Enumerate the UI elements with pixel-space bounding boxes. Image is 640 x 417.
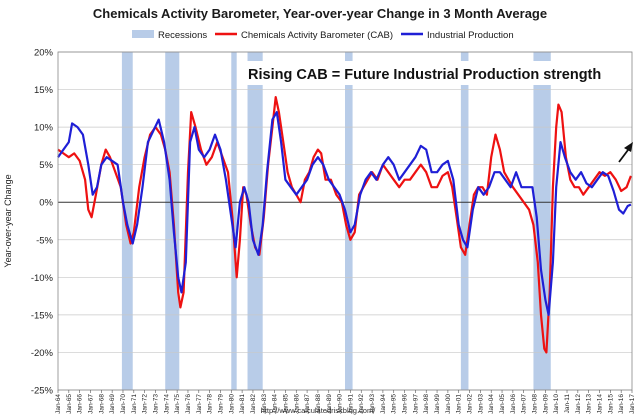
x-tick-label: Jan-93 bbox=[369, 394, 376, 414]
x-tick-label: Jan-89 bbox=[326, 394, 333, 414]
annotation-text: Rising CAB = Future Industrial Productio… bbox=[248, 67, 601, 83]
x-tick-label: Jan-94 bbox=[380, 394, 387, 414]
x-tick-label: Jan-02 bbox=[467, 394, 474, 414]
x-tick-label: Jan-15 bbox=[607, 394, 614, 414]
y-tick-label: -20% bbox=[31, 348, 54, 359]
x-tick-label: Jan-17 bbox=[629, 394, 636, 414]
legend: Recessions Chemicals Activity Barometer … bbox=[132, 30, 514, 41]
recession-band-5 bbox=[460, 52, 469, 390]
x-tick-label: Jan-87 bbox=[304, 394, 311, 414]
x-tick-label: Jan-68 bbox=[98, 394, 105, 414]
y-tick-label: 10% bbox=[34, 123, 54, 134]
x-tick-label: Jan-09 bbox=[542, 394, 549, 414]
x-tick-label: Jan-14 bbox=[597, 394, 604, 414]
x-axis-ticks: Jan-64 Jan-65 Jan-66 Jan-67 Jan-68 Jan-69 Jan-… bbox=[55, 390, 636, 414]
legend-label-recessions: Recessions bbox=[158, 30, 207, 41]
x-tick-label: Jan-75 bbox=[174, 394, 181, 414]
x-tick-label: Jan-81 bbox=[239, 394, 246, 414]
x-tick-label: Jan-67 bbox=[87, 394, 94, 414]
legend-label-ip: Industrial Production bbox=[427, 30, 514, 41]
trend-arrow bbox=[618, 142, 633, 163]
x-tick-label: Jan-96 bbox=[402, 394, 409, 414]
x-tick-label: Jan-90 bbox=[337, 394, 344, 414]
x-tick-label: Jan-77 bbox=[196, 394, 203, 414]
x-tick-label: Jan-69 bbox=[109, 394, 116, 414]
x-tick-label: Jan-07 bbox=[521, 394, 528, 414]
y-tick-label: -25% bbox=[31, 386, 54, 397]
x-tick-label: Jan-70 bbox=[120, 394, 127, 414]
plot-border bbox=[57, 51, 633, 391]
x-tick-label: Jan-83 bbox=[261, 394, 268, 414]
source-url: http://www.calculatedriskblog.com/ bbox=[261, 406, 377, 415]
legend-label-cab: Chemicals Activity Barometer (CAB) bbox=[241, 30, 393, 41]
x-tick-label: Jan-03 bbox=[477, 394, 484, 414]
x-tick-label: Jan-73 bbox=[152, 394, 159, 414]
x-tick-label: Jan-08 bbox=[532, 394, 539, 414]
recession-band-3 bbox=[247, 52, 263, 390]
x-tick-label: Jan-10 bbox=[553, 394, 560, 414]
x-tick-label: Jan-95 bbox=[391, 394, 398, 414]
x-tick-label: Jan-79 bbox=[217, 394, 224, 414]
x-tick-label: Jan-99 bbox=[434, 394, 441, 414]
x-tick-label: Jan-16 bbox=[618, 394, 625, 414]
x-tick-label: Jan-97 bbox=[412, 394, 419, 414]
series-lines bbox=[57, 96, 632, 354]
series-line-industrial-production bbox=[57, 111, 632, 316]
y-tick-label: 15% bbox=[34, 85, 54, 96]
y-tick-label: 0% bbox=[39, 198, 53, 209]
plot-area bbox=[57, 51, 633, 391]
x-tick-label: Jan-98 bbox=[423, 394, 430, 414]
y-tick-label: 5% bbox=[39, 160, 53, 171]
x-tick-label: Jan-12 bbox=[575, 394, 582, 414]
x-tick-label: Jan-13 bbox=[586, 394, 593, 414]
x-tick-label: Jan-91 bbox=[347, 394, 354, 414]
y-tick-label: -10% bbox=[31, 273, 54, 284]
y-tick-label: -5% bbox=[36, 235, 53, 246]
y-axis-ticks: 20% 15% 10% 5% 0% -5% -10% -15% -20% -25% bbox=[31, 48, 54, 397]
recession-band-2 bbox=[231, 52, 237, 390]
x-tick-label: Jan-72 bbox=[142, 394, 149, 414]
x-tick-label: Jan-05 bbox=[499, 394, 506, 414]
x-tick-label: Jan-88 bbox=[315, 394, 322, 414]
x-tick-label: Jan-04 bbox=[488, 394, 495, 414]
x-tick-label: Jan-74 bbox=[163, 394, 170, 414]
annotation-background bbox=[244, 61, 626, 85]
x-tick-label: Jan-86 bbox=[293, 394, 300, 414]
x-tick-label: Jan-64 bbox=[55, 394, 62, 414]
x-tick-label: Jan-06 bbox=[510, 394, 517, 414]
x-tick-label: Jan-92 bbox=[358, 394, 365, 414]
y-tick-label: -15% bbox=[31, 310, 54, 321]
x-tick-label: Jan-01 bbox=[456, 394, 463, 414]
y-axis-label: Year-over-year Change bbox=[3, 174, 13, 267]
x-tick-label: Jan-71 bbox=[131, 394, 138, 414]
x-tick-label: Jan-78 bbox=[207, 394, 214, 414]
x-tick-label: Jan-85 bbox=[282, 394, 289, 414]
x-tick-label: Jan-84 bbox=[272, 394, 279, 414]
x-tick-label: Jan-76 bbox=[185, 394, 192, 414]
x-tick-label: Jan-65 bbox=[66, 394, 73, 414]
x-tick-label: Jan-80 bbox=[228, 394, 235, 414]
chart-title: Chemicals Activity Barometer, Year-over-… bbox=[93, 6, 547, 21]
x-tick-label: Jan-11 bbox=[564, 394, 571, 414]
x-tick-label: Jan-82 bbox=[250, 394, 257, 414]
legend-swatch-recessions bbox=[132, 30, 154, 38]
x-tick-label: Jan-00 bbox=[445, 394, 452, 414]
x-tick-label: Jan-66 bbox=[77, 394, 84, 414]
y-tick-label: 20% bbox=[34, 48, 54, 59]
